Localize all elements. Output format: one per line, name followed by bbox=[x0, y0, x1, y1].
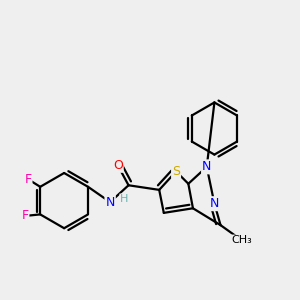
Text: CH₃: CH₃ bbox=[232, 236, 252, 245]
Text: F: F bbox=[24, 172, 32, 186]
Text: N: N bbox=[202, 160, 212, 173]
Text: F: F bbox=[21, 209, 28, 222]
Text: S: S bbox=[172, 165, 180, 178]
Text: N: N bbox=[210, 197, 219, 210]
Text: O: O bbox=[113, 159, 123, 172]
Text: H: H bbox=[120, 194, 128, 204]
Text: N: N bbox=[105, 196, 115, 208]
